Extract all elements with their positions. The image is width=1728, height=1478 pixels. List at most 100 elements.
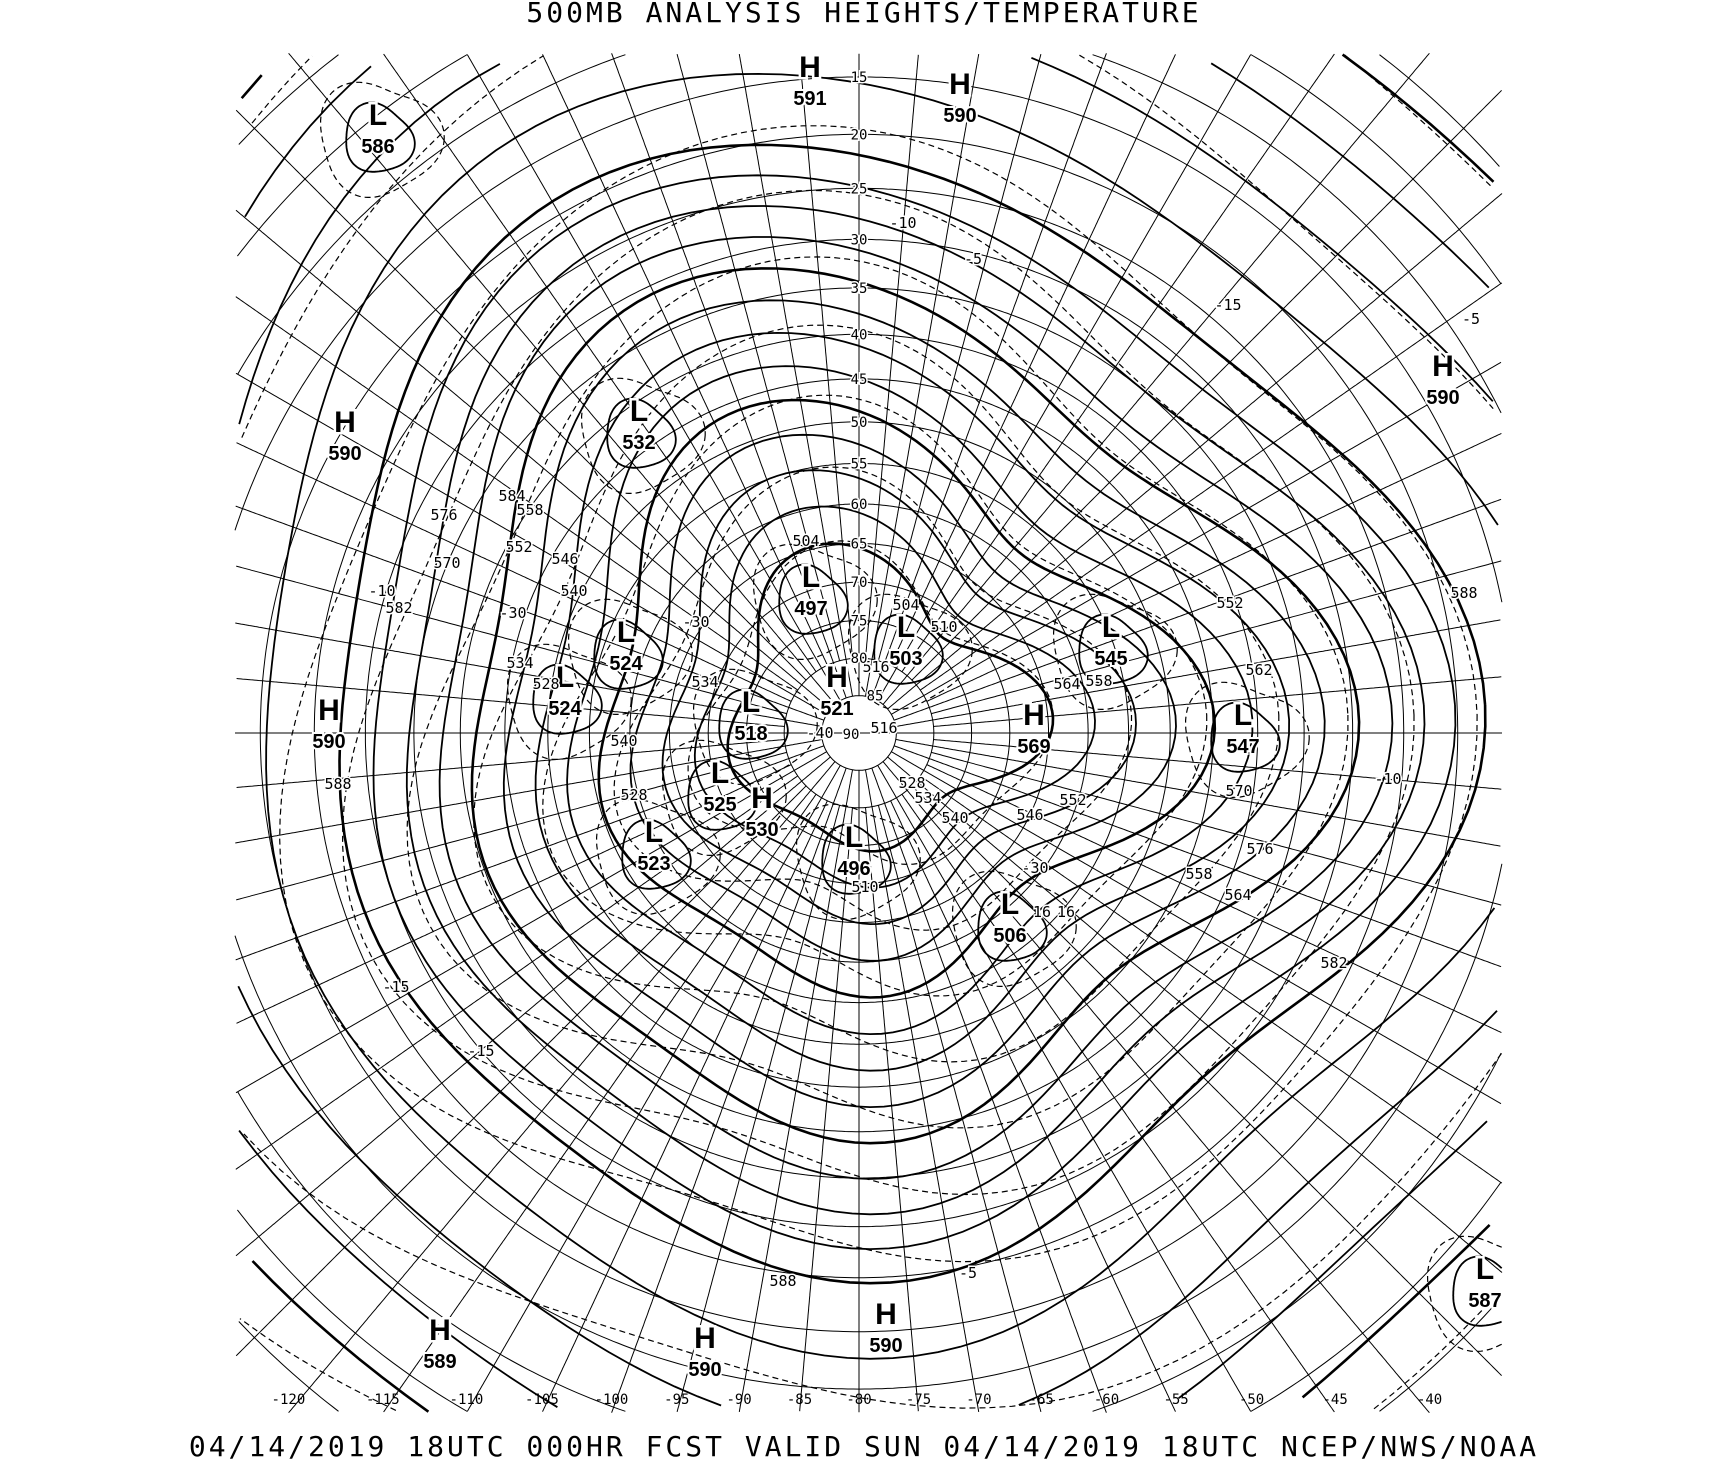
contour-label: 528: [620, 786, 647, 804]
low-marker: L: [617, 616, 635, 649]
temperature-contour: [542, 394, 1208, 997]
pressure-center-value: 525: [703, 794, 736, 816]
longitude-label: -45: [1322, 1392, 1347, 1408]
high-marker: H: [1023, 699, 1045, 732]
longitude-label: -60: [1094, 1392, 1119, 1408]
contour-label: 564: [1053, 675, 1080, 693]
pressure-center-L: L 547: [1224, 697, 1261, 761]
pressure-center-L: L 496: [835, 819, 872, 883]
pressure-center-H: H 590: [686, 1320, 723, 1384]
meridian-line: [920, 282, 1503, 691]
low-contour: [320, 81, 445, 198]
meridian-line: [931, 751, 1502, 906]
height-contour: [405, 205, 1426, 1216]
low-contour: [1185, 681, 1310, 798]
contour-label: 558: [1185, 865, 1212, 883]
pressure-center-L: L 525: [701, 755, 738, 819]
pressure-center-L: L 532: [620, 393, 657, 457]
pressure-center-H: H 590: [941, 66, 978, 130]
meridian-line: [235, 209, 831, 710]
height-contour: [265, 72, 1499, 1360]
longitude-label: -100: [595, 1392, 629, 1408]
low-marker: L: [645, 816, 663, 849]
low-contour: [1427, 1235, 1502, 1352]
low-contour: [778, 563, 849, 635]
temperature-label: -30: [499, 604, 526, 622]
temperature-label: -15: [382, 978, 409, 996]
map-labels: L 586 H 591 H 590 H 590 H 590 L 532 L 497 L 503 L 545 L 524…: [272, 49, 1504, 1409]
map-title: 500MB ANALYSIS HEIGHTS/TEMPERATURE: [526, 0, 1202, 29]
height-contour: [338, 143, 1487, 1285]
high-marker: H: [318, 694, 340, 727]
meridian-line: [895, 739, 1501, 847]
meridian-line: [236, 739, 785, 788]
meridian-line: [235, 505, 825, 721]
temperature-label: -10: [368, 582, 395, 600]
temperature-label: -5: [964, 250, 982, 268]
contour-label: 546: [551, 550, 578, 568]
meridian-line: [901, 794, 1335, 1413]
temperature-label: 16: [1033, 903, 1051, 921]
contour-label: 534: [691, 673, 718, 691]
height-contour: [372, 174, 1457, 1251]
meridian-line: [236, 764, 792, 1024]
latitude-circle: [238, 54, 1500, 1412]
pressure-center-H: H 521: [818, 659, 855, 723]
pressure-center-value: 590: [328, 443, 361, 465]
pressure-center-H: H 590: [1424, 348, 1461, 412]
contour-label: 504: [892, 596, 919, 614]
low-marker: L: [1476, 1253, 1494, 1286]
latitude-label: 15: [851, 70, 868, 86]
high-marker: H: [1432, 350, 1454, 383]
low-contour: [753, 543, 878, 660]
height-contours: [237, 53, 1503, 1413]
meridian-line: [236, 751, 787, 901]
meridian-line: [926, 432, 1502, 702]
height-contour: [438, 236, 1394, 1180]
meridian-line: [877, 54, 1252, 701]
height-contour: [237, 56, 1498, 1407]
contour-label: 588: [769, 1272, 796, 1290]
temperature-contour: [241, 54, 1502, 1409]
temperature-label: -40: [806, 724, 833, 742]
longitude-label: -115: [366, 1392, 400, 1408]
meridian-line: [865, 769, 980, 1412]
pressure-center-value: 532: [622, 432, 655, 454]
meridian-line: [933, 676, 1502, 727]
low-contour: [977, 890, 1048, 962]
pressure-center-L: L 523: [635, 814, 672, 878]
low-contour: [507, 643, 632, 760]
temperature-contour: [406, 256, 1349, 1129]
contour-label: 584: [498, 487, 525, 505]
longitude-label: -40: [1417, 1392, 1442, 1408]
pressure-center-value: 518: [734, 723, 767, 745]
pressure-center-value: 591: [793, 88, 826, 110]
contour-label: 570: [1225, 782, 1252, 800]
meridian-line: [799, 54, 853, 659]
latitude-label: 55: [851, 456, 868, 472]
contour-label: 564: [1224, 886, 1251, 904]
height-contour: [238, 62, 1490, 1408]
meridian-line: [933, 739, 1502, 790]
meridian-line: [542, 54, 828, 666]
pressure-center-value: 590: [869, 1335, 902, 1357]
contour-label: 552: [505, 538, 532, 556]
meridian-line: [235, 745, 825, 961]
pressure-center-value: 586: [361, 136, 394, 158]
temperature-label: -30: [682, 613, 709, 631]
low-contour: [952, 870, 1077, 987]
meridian-line: [901, 53, 1335, 672]
pressure-center-value: 503: [889, 648, 922, 670]
contour-label: 534: [914, 789, 941, 807]
contour-label: 510: [930, 618, 957, 636]
latitude-label: 35: [851, 281, 868, 297]
meridian-line: [383, 53, 817, 672]
latitude-label: 20: [851, 127, 868, 143]
pressure-center-value: 590: [688, 1359, 721, 1381]
contour-label: 570: [433, 554, 460, 572]
height-contour: [726, 542, 1055, 853]
meridian-line: [235, 622, 823, 727]
longitude-label: -105: [525, 1392, 559, 1408]
low-contour: [581, 377, 706, 494]
low-contour: [1210, 701, 1281, 773]
